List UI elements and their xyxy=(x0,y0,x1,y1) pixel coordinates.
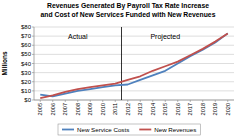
tick-label: 2006 xyxy=(50,103,56,115)
tick-label: 2012 xyxy=(125,103,131,115)
annotation: Projected xyxy=(150,33,180,41)
tick-label: 2020 xyxy=(225,103,231,115)
tick xyxy=(77,100,78,102)
tick-label: 2014 xyxy=(150,103,156,115)
tick xyxy=(65,100,66,102)
tick xyxy=(177,100,178,102)
x-axis xyxy=(34,100,234,101)
tick-label: $60 xyxy=(21,42,32,48)
annotation: Actual xyxy=(68,33,88,40)
tick-label: $40 xyxy=(21,61,32,67)
tick xyxy=(190,100,191,102)
tick xyxy=(115,100,116,102)
series-line xyxy=(40,33,228,98)
legend-swatch xyxy=(62,129,74,131)
tick-label: 2019 xyxy=(212,103,218,115)
legend-label: New Revenues xyxy=(154,126,196,133)
grid-line xyxy=(34,100,234,101)
tick-label: $80 xyxy=(21,24,32,30)
tick-label: 2016 xyxy=(175,103,181,115)
legend-swatch xyxy=(139,129,151,131)
tick xyxy=(215,100,216,102)
plot-area xyxy=(40,33,228,98)
tick-label: 2015 xyxy=(162,103,168,115)
title: and Cost of New Services Funded with New… xyxy=(41,11,216,18)
y-axis-label: Millions xyxy=(1,51,8,76)
tick xyxy=(90,100,91,102)
grid-line xyxy=(34,63,234,64)
grid-line xyxy=(34,54,234,55)
grid-line xyxy=(34,45,234,46)
grid-line xyxy=(34,36,234,37)
legend-label: New Service Costs xyxy=(77,126,129,133)
tick-label: 2005 xyxy=(37,103,43,115)
grid-line xyxy=(34,72,234,73)
tick xyxy=(102,100,103,102)
tick xyxy=(140,100,141,102)
tick-label: 2017 xyxy=(187,103,193,115)
tick xyxy=(227,100,228,102)
tick-label: $20 xyxy=(21,79,32,85)
tick-label: 2007 xyxy=(62,103,68,115)
series-line xyxy=(40,33,228,96)
tick xyxy=(165,100,166,102)
tick xyxy=(152,100,153,102)
tick-label: $30 xyxy=(21,70,32,76)
tick-label: 2010 xyxy=(100,103,106,115)
tick-label: 2013 xyxy=(137,103,143,115)
tick xyxy=(202,100,203,102)
tick xyxy=(40,100,41,102)
tick-label: $10 xyxy=(21,88,32,94)
tick-label: $70 xyxy=(21,33,32,39)
divider xyxy=(121,27,122,100)
tick-label: 2009 xyxy=(87,103,93,115)
tick-label: 2018 xyxy=(200,103,206,115)
tick xyxy=(127,100,128,102)
tick-label: 2011 xyxy=(112,103,118,115)
tick xyxy=(52,100,53,102)
tick-label: $50 xyxy=(21,51,32,57)
grid-line xyxy=(34,27,234,28)
legend xyxy=(58,124,200,135)
tick-label: 2008 xyxy=(75,103,81,115)
chart: Revenues Generated By Payroll Tax Rate I… xyxy=(0,0,240,137)
title: Revenues Generated By Payroll Tax Rate I… xyxy=(47,2,209,10)
tick-label: $0 xyxy=(24,97,31,103)
y-axis xyxy=(34,27,35,100)
